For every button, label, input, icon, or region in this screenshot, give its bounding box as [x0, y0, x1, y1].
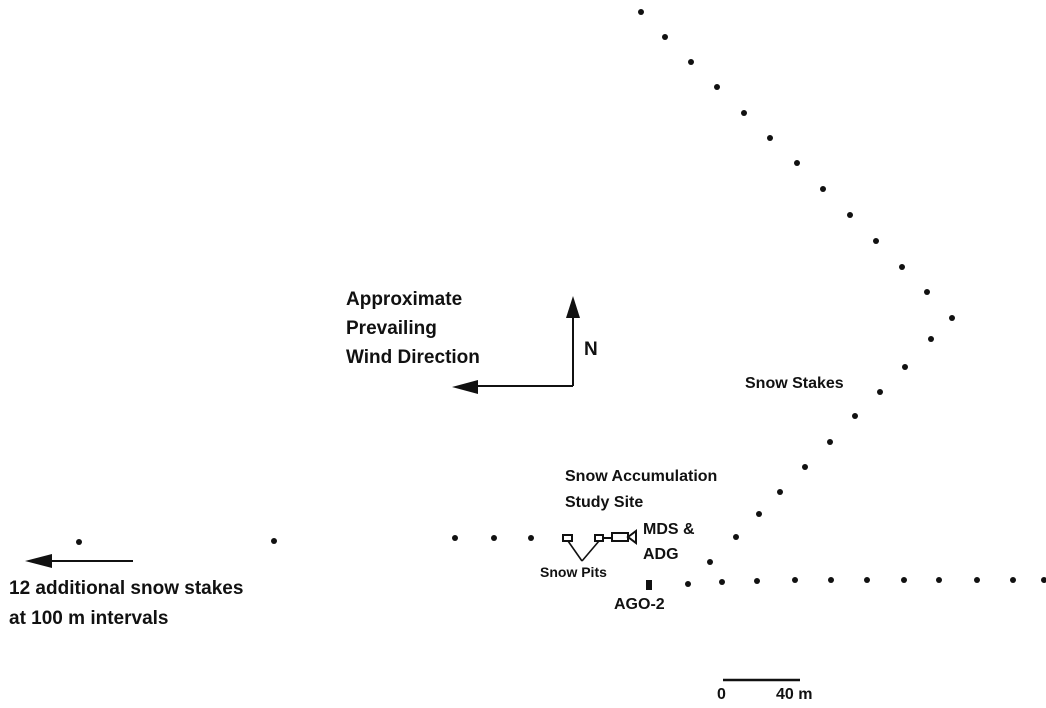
- snow-stake: [924, 289, 930, 295]
- snow-stake: [754, 578, 760, 584]
- ago2-label: AGO-2: [614, 596, 665, 613]
- snow-stake: [794, 160, 800, 166]
- mds-adg-flag: [626, 529, 637, 545]
- wind-direction-arrow: [452, 380, 573, 394]
- study-site-label-line1: Snow Accumulation: [565, 468, 718, 485]
- snow-stake: [949, 315, 955, 321]
- snow-stake: [820, 186, 826, 192]
- snow-stake: [688, 59, 694, 65]
- snow-stake: [271, 538, 277, 544]
- snow-pit-leader-lines: [567, 540, 600, 562]
- snow-pit-east: [594, 534, 604, 542]
- snow-stake: [974, 577, 980, 583]
- snow-stake: [828, 577, 834, 583]
- snow-stake: [847, 212, 853, 218]
- snow-stake: [707, 559, 713, 565]
- snow-stake: [873, 238, 879, 244]
- snow-stake: [936, 577, 942, 583]
- snow-stake: [802, 464, 808, 470]
- snow-stake: [714, 84, 720, 90]
- snow-stake: [792, 577, 798, 583]
- snow-stake: [685, 581, 691, 587]
- mds-adg-label-line1: MDS &: [643, 521, 695, 538]
- snow-stake: [741, 110, 747, 116]
- north-label: N: [584, 339, 598, 360]
- snow-stake: [901, 577, 907, 583]
- wind-label-line2: Prevailing: [346, 318, 437, 339]
- scale-zero-label: 0: [717, 686, 726, 703]
- snow-stakes-layer: [76, 9, 1046, 587]
- snow-stake: [767, 135, 773, 141]
- snow-stake: [827, 439, 833, 445]
- additional-stakes-label-line2: at 100 m intervals: [9, 608, 169, 629]
- snow-stake: [852, 413, 858, 419]
- scale-value-label: 40 m: [776, 686, 813, 703]
- wind-label-line3: Wind Direction: [346, 347, 480, 368]
- additional-stakes-label-line1: 12 additional snow stakes: [9, 578, 244, 599]
- snow-stake: [902, 364, 908, 370]
- mds-adg-label-line2: ADG: [643, 546, 679, 563]
- snow-stake: [452, 535, 458, 541]
- mds-adg-box: [611, 532, 629, 542]
- wind-label-line1: Approximate: [346, 289, 463, 310]
- snow-stake: [733, 534, 739, 540]
- snow-stake: [1010, 577, 1016, 583]
- snow-stake: [719, 579, 725, 585]
- north-arrow: [566, 296, 580, 386]
- snow-stake: [662, 34, 668, 40]
- snow-stake: [528, 535, 534, 541]
- snow-stake: [76, 539, 82, 545]
- study-site-instruments: [562, 529, 652, 590]
- snow-stake: [928, 336, 934, 342]
- snow-pit-west: [562, 534, 573, 542]
- snow-stake: [777, 489, 783, 495]
- snow-stake: [756, 511, 762, 517]
- snow-stake: [638, 9, 644, 15]
- snow-stake: [1041, 577, 1046, 583]
- snow-stake: [491, 535, 497, 541]
- snow-stake: [877, 389, 883, 395]
- snow-stake: [899, 264, 905, 270]
- ago2-station: [646, 580, 652, 590]
- snow-stakes-label: Snow Stakes: [745, 375, 844, 392]
- snow-pits-label: Snow Pits: [540, 564, 607, 580]
- snow-stake: [864, 577, 870, 583]
- study-site-label-line2: Study Site: [565, 494, 644, 511]
- additional-stakes-arrow: [25, 554, 133, 568]
